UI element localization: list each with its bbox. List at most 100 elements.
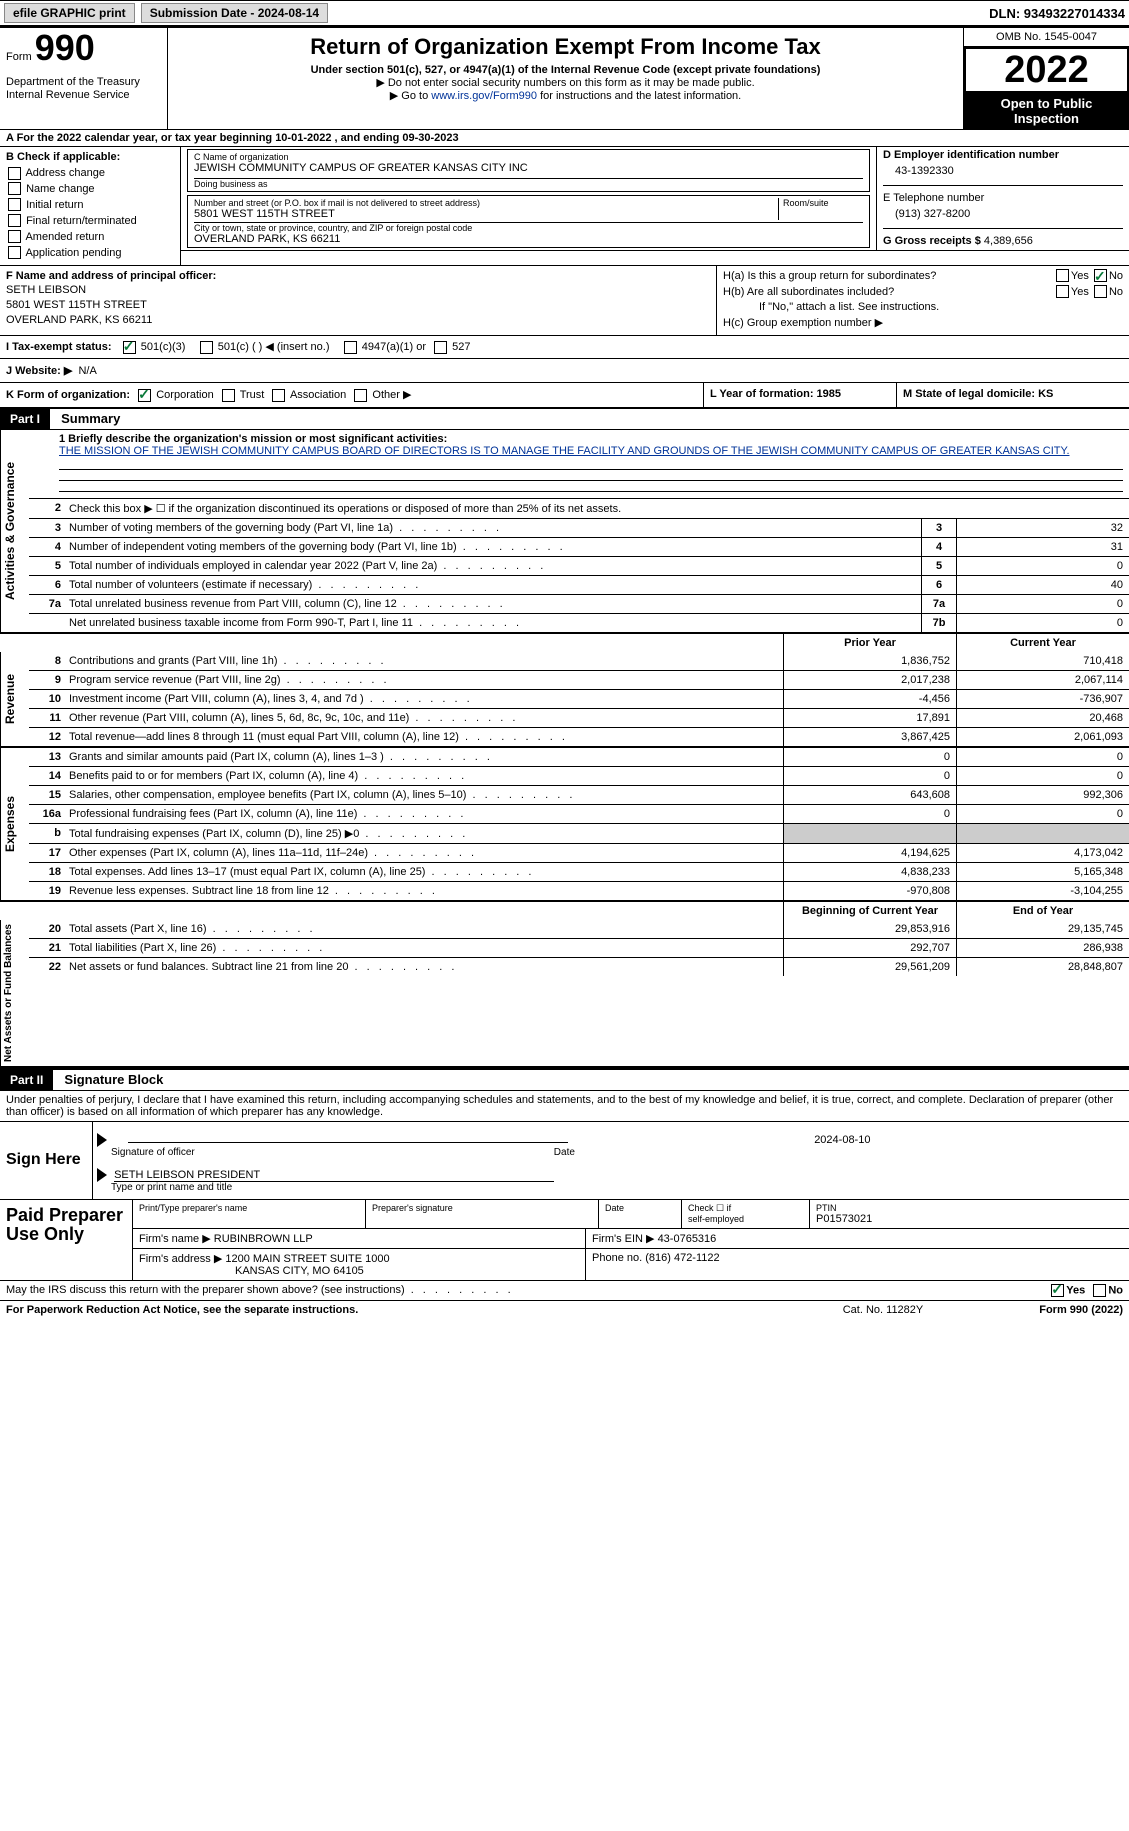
officer-addr1: 5801 WEST 115TH STREET	[6, 299, 147, 311]
mission-text: THE MISSION OF THE JEWISH COMMUNITY CAMP…	[59, 445, 1070, 457]
form-footer: Form 990 (2022)	[963, 1304, 1123, 1316]
table-row: Salaries, other compensation, employee b…	[65, 786, 783, 804]
ptin-value: P01573021	[816, 1213, 1123, 1225]
line-3: Number of voting members of the governin…	[65, 519, 921, 537]
row-m-state: M State of legal domicile: KS	[897, 383, 1129, 407]
table-row: Total fundraising expenses (Part IX, col…	[65, 824, 783, 843]
form-header: Form 990 Department of the Treasury Inte…	[0, 26, 1129, 129]
mission-label: 1 Briefly describe the organization's mi…	[59, 433, 447, 445]
table-row: Total expenses. Add lines 13–17 (must eq…	[65, 863, 783, 881]
form-title: Return of Organization Exempt From Incom…	[176, 34, 955, 60]
col-begin-year: Beginning of Current Year	[783, 902, 956, 920]
dln-label: DLN: 93493227014334	[989, 6, 1125, 21]
ein-label: D Employer identification number	[883, 149, 1059, 161]
officer-name: SETH LEIBSON	[6, 284, 86, 296]
table-row: Benefits paid to or for members (Part IX…	[65, 767, 783, 785]
irs-label: Internal Revenue Service	[6, 89, 161, 102]
officer-name-title: SETH LEIBSON PRESIDENT	[114, 1169, 554, 1182]
table-row: Other expenses (Part IX, column (A), lin…	[65, 844, 783, 862]
row-j-website: J Website: ▶ N/A	[0, 358, 1129, 382]
note-goto: ▶ Go to www.irs.gov/Form990 for instruct…	[176, 89, 955, 102]
catalog-number: Cat. No. 11282Y	[803, 1304, 963, 1316]
irs-link[interactable]: www.irs.gov/Form990	[431, 90, 537, 102]
sig-date-label: Date	[554, 1147, 575, 1158]
sig-officer-label: Signature of officer	[111, 1147, 551, 1158]
row-l-year: L Year of formation: 1985	[704, 383, 897, 407]
table-row: Contributions and grants (Part VIII, lin…	[65, 652, 783, 670]
table-row: Net assets or fund balances. Subtract li…	[65, 958, 783, 976]
sig-date-value: 2024-08-10	[814, 1134, 870, 1146]
table-row: Other revenue (Part VIII, column (A), li…	[65, 709, 783, 727]
top-bar: efile GRAPHIC print Submission Date - 20…	[0, 0, 1129, 26]
col-b-check-applicable: B Check if applicable: Address change Na…	[0, 147, 181, 265]
table-row: Total revenue—add lines 8 through 11 (mu…	[65, 728, 783, 746]
firm-addr2: KANSAS CITY, MO 64105	[139, 1265, 364, 1277]
omb-number: OMB No. 1545-0047	[964, 28, 1129, 47]
part-ii-head: Part II	[0, 1070, 53, 1090]
part-i-title: Summary	[53, 411, 120, 426]
form-number: 990	[35, 27, 95, 68]
sign-arrow-icon	[97, 1133, 107, 1147]
tax-year: 2022	[964, 47, 1129, 93]
table-row: Investment income (Part VIII, column (A)…	[65, 690, 783, 708]
discuss-label: May the IRS discuss this return with the…	[6, 1284, 1049, 1297]
gross-receipts-label: G Gross receipts $	[883, 235, 981, 247]
room-label: Room/suite	[783, 198, 863, 208]
line-4: Number of independent voting members of …	[65, 538, 921, 556]
sign-here-label: Sign Here	[0, 1122, 93, 1199]
firm-phone: (816) 472-1122	[645, 1252, 719, 1264]
table-row: Professional fundraising fees (Part IX, …	[65, 805, 783, 823]
firm-name: RUBINBROWN LLP	[214, 1233, 313, 1245]
telephone-label: E Telephone number	[883, 186, 1123, 204]
open-to-public: Open to Public Inspection	[964, 93, 1129, 129]
table-row: Grants and similar amounts paid (Part IX…	[65, 748, 783, 766]
submission-date-button[interactable]: Submission Date - 2024-08-14	[141, 3, 328, 23]
paid-preparer-label: Paid Preparer Use Only	[0, 1200, 133, 1280]
line-2: Check this box ▶ ☐ if the organization d…	[65, 499, 1129, 518]
paperwork-notice: For Paperwork Reduction Act Notice, see …	[6, 1304, 803, 1316]
org-name-label: C Name of organization	[194, 152, 863, 162]
street-address: 5801 WEST 115TH STREET	[194, 208, 778, 220]
line-6: Total number of volunteers (estimate if …	[65, 576, 921, 594]
note-ssn: ▶ Do not enter social security numbers o…	[176, 76, 955, 89]
telephone-value: (913) 327-8200	[883, 204, 1123, 228]
line-5: Total number of individuals employed in …	[65, 557, 921, 575]
officer-label: F Name and address of principal officer:	[6, 270, 216, 282]
table-row: Total liabilities (Part X, line 26)	[65, 939, 783, 957]
sign-arrow-icon-2	[97, 1168, 107, 1182]
dept-treasury: Department of the Treasury	[6, 76, 161, 89]
table-row: Revenue less expenses. Subtract line 18 …	[65, 882, 783, 900]
type-print-label: Type or print name and title	[111, 1182, 1125, 1193]
ein-value: 43-1392330	[883, 161, 1123, 185]
col-end-year: End of Year	[956, 902, 1129, 920]
part-i-head: Part I	[0, 409, 50, 429]
addr-label: Number and street (or P.O. box if mail i…	[194, 198, 778, 208]
vtab-expenses: Expenses	[0, 748, 29, 900]
org-name: JEWISH COMMUNITY CAMPUS OF GREATER KANSA…	[194, 162, 863, 174]
hb-note: If "No," attach a list. See instructions…	[723, 300, 1123, 316]
col-prior-year: Prior Year	[783, 634, 956, 652]
table-row: Total assets (Part X, line 16)	[65, 920, 783, 938]
vtab-revenue: Revenue	[0, 652, 29, 746]
row-i-tax-exempt: I Tax-exempt status: 501(c)(3) 501(c) ( …	[0, 335, 1129, 358]
form-subtitle: Under section 501(c), 527, or 4947(a)(1)…	[176, 64, 955, 76]
signature-declaration: Under penalties of perjury, I declare th…	[0, 1090, 1129, 1121]
firm-addr1: 1200 MAIN STREET SUITE 1000	[225, 1253, 389, 1265]
city-label: City or town, state or province, country…	[194, 223, 863, 233]
hc-label: H(c) Group exemption number ▶	[723, 316, 1123, 332]
row-k-form-org: K Form of organization: Corporation Trus…	[0, 383, 704, 407]
vtab-net-assets: Net Assets or Fund Balances	[0, 920, 29, 1066]
ha-label: H(a) Is this a group return for subordin…	[723, 270, 936, 282]
hb-label: H(b) Are all subordinates included?	[723, 286, 894, 298]
part-ii-title: Signature Block	[56, 1072, 163, 1087]
table-row: Program service revenue (Part VIII, line…	[65, 671, 783, 689]
line-7b: Net unrelated business taxable income fr…	[65, 614, 921, 632]
dba-label: Doing business as	[194, 179, 863, 189]
line-7a: Total unrelated business revenue from Pa…	[65, 595, 921, 613]
vtab-activities: Activities & Governance	[0, 430, 29, 632]
city-state-zip: OVERLAND PARK, KS 66211	[194, 233, 863, 245]
efile-button[interactable]: efile GRAPHIC print	[4, 3, 135, 23]
gross-receipts-value: 4,389,656	[984, 235, 1033, 247]
officer-addr2: OVERLAND PARK, KS 66211	[6, 314, 152, 326]
firm-ein: 43-0765316	[658, 1233, 717, 1245]
